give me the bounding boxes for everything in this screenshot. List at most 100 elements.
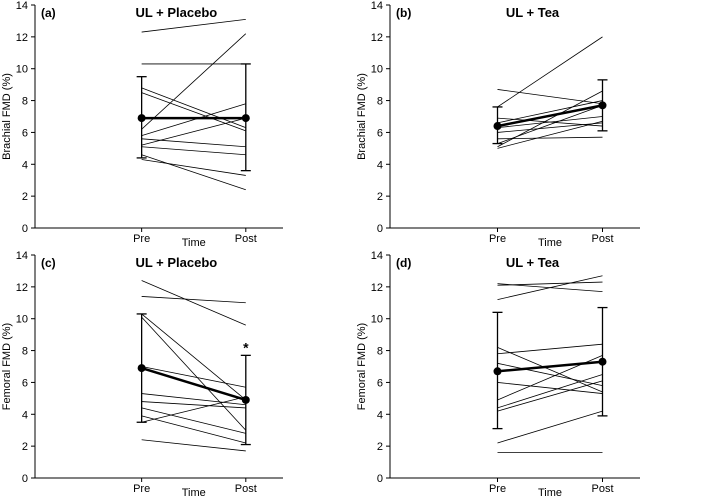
panel-b-subject-2-line [497, 36, 603, 108]
panel-a-x-tick-label-pre: Pre [133, 233, 150, 245]
panel-a-subject-8-line [141, 117, 246, 146]
panel-a-y-tick-label: 14 [16, 0, 28, 12]
panel-a-subject-6-line [141, 103, 246, 136]
panel-c-x-axis-title: Time [182, 487, 206, 496]
panel-b-y-tick-label: 2 [377, 191, 383, 203]
panel-c-x-tick-label-post: Post [235, 483, 257, 495]
panel-a-title: UL + Placebo [135, 5, 217, 20]
panel-d-y-tick-label: 4 [377, 409, 383, 421]
panel-d-subject-11-line [497, 410, 603, 444]
panel-a-x-tick-label-post: Post [235, 233, 257, 245]
panel-d-y-tick-label: 10 [371, 314, 383, 326]
panel-a-label: (a) [41, 6, 56, 20]
panel-c-y-tick-label: 12 [16, 282, 28, 294]
panel-a-y-tick-label: 0 [22, 223, 28, 235]
panel-a-subject-10-line [141, 154, 246, 191]
panel-b-mean-point-post [598, 101, 607, 110]
panel-b-subject-10-line [497, 120, 603, 149]
panel-b-subject-1-line [497, 89, 603, 105]
panel-d-title: UL + Tea [506, 255, 560, 270]
panel-a-subject-7-line [141, 138, 246, 148]
panel-b-x-axis-title: Time [538, 237, 562, 249]
panel-c-y-axis-title: Femoral FMD (%) [1, 323, 13, 410]
panel-d-label: (d) [396, 256, 411, 270]
panel-b-subject-5-line [497, 116, 603, 129]
panel-c-subject-1-line [141, 280, 246, 326]
panel-c-subject-3-line [141, 313, 247, 401]
panel-c-y-tick-label: 2 [22, 441, 28, 453]
panel-c-x-tick-label-pre: Pre [133, 483, 150, 495]
panel-a-y-axis-title: Brachial FMD (%) [1, 73, 13, 160]
panel-d-y-tick-label: 2 [377, 441, 383, 453]
panel-b-x-tick-label-post: Post [591, 233, 613, 245]
panel-c-mean-point-post [241, 395, 250, 404]
panel-d-y-tick-label: 6 [377, 377, 383, 389]
panel-b-y-tick-label: 4 [377, 159, 383, 171]
panel-c-label: (c) [41, 256, 56, 270]
panel-a-y-tick-label: 8 [22, 96, 28, 108]
panel-d-subject-7-line [497, 382, 603, 394]
panel-b-subject-4-line [497, 100, 603, 124]
panel-d-x-tick-label-post: Post [591, 483, 613, 495]
panel-c-subject-2-line [141, 296, 246, 304]
panel-c-subject-4-line [141, 316, 247, 431]
panel-a-y-tick-label: 10 [16, 64, 28, 76]
panel-a-subject-5-line [141, 33, 247, 130]
panel-d-y-tick-label: 8 [377, 346, 383, 358]
panel-d-y-axis-title: Femoral FMD (%) [356, 323, 368, 410]
panel-a-subject-1-line [141, 18, 246, 33]
panel-b-title: UL + Tea [506, 5, 560, 20]
panel-b-subject-6-line [497, 122, 603, 133]
panel-c-y-tick-label: 6 [22, 377, 28, 389]
panel-a-y-tick-label: 4 [22, 159, 28, 171]
panel-b-y-tick-label: 8 [377, 96, 383, 108]
panel-d-x-axis-title: Time [538, 487, 562, 496]
panel-b-subject-7-line [497, 136, 603, 140]
panel-a-subject-9-line [141, 146, 246, 156]
panel-c-subject-5-line [141, 366, 246, 388]
panel-c-mean-line [141, 366, 247, 402]
panel-c-subject-6-line [141, 393, 246, 406]
panel-c-y-tick-label: 8 [22, 346, 28, 358]
panel-c-y-tick-label: 4 [22, 409, 28, 421]
panel-a-subject-4-line [141, 92, 246, 132]
panel-b-mean-point-pre [493, 122, 502, 131]
panel-d-subject-5-line [497, 343, 603, 355]
panel-c-subject-10-line [141, 396, 246, 423]
panel-d-mean-point-pre [493, 367, 502, 376]
panel-d-subject-6-line [497, 362, 603, 387]
panel-b-y-tick-label: 12 [371, 32, 383, 44]
panel-d-y-tick-label: 12 [371, 282, 383, 294]
panel-a-mean-point-pre [137, 114, 146, 123]
panel-d-y-tick-label: 0 [377, 473, 383, 485]
panel-a-subject-11-line [141, 159, 246, 176]
panel-b-label: (b) [396, 6, 411, 20]
panel-a-y-tick-label: 12 [16, 32, 28, 44]
panel-b-y-axis-title: Brachial FMD (%) [356, 73, 368, 160]
panel-a-y-tick-label: 6 [22, 127, 28, 139]
panel-d-subject-10-line [497, 380, 603, 412]
panel-c-y-tick-label: 10 [16, 314, 28, 326]
panel-b-y-tick-label: 10 [371, 64, 383, 76]
panel-d-subject-2-line [497, 281, 603, 286]
panel-a-x-axis-title: Time [182, 237, 206, 249]
panel-c-significance-marker: * [243, 339, 249, 355]
panel-c-subject-8-line [141, 407, 246, 434]
panel-b-y-tick-label: 14 [371, 0, 383, 12]
panel-a-y-tick-label: 2 [22, 191, 28, 203]
panel-b-y-tick-label: 6 [377, 127, 383, 139]
panel-d-mean-line [497, 360, 603, 373]
panel-b-mean-line [497, 104, 603, 128]
panel-c-y-tick-label: 14 [16, 250, 28, 262]
panel-b-y-tick-label: 0 [377, 223, 383, 235]
panel-d-subject-4-line [497, 347, 603, 393]
panel-b-subject-9-line [497, 90, 603, 148]
panel-a-subject-3-line [141, 87, 246, 129]
panel-c-mean-point-pre [137, 364, 146, 373]
panel-c-subject-11-line [141, 439, 246, 452]
panel-c-subject-7-line [141, 401, 246, 409]
panel-d-mean-point-post [598, 357, 607, 366]
panel-d-subject-3-line [497, 275, 603, 300]
